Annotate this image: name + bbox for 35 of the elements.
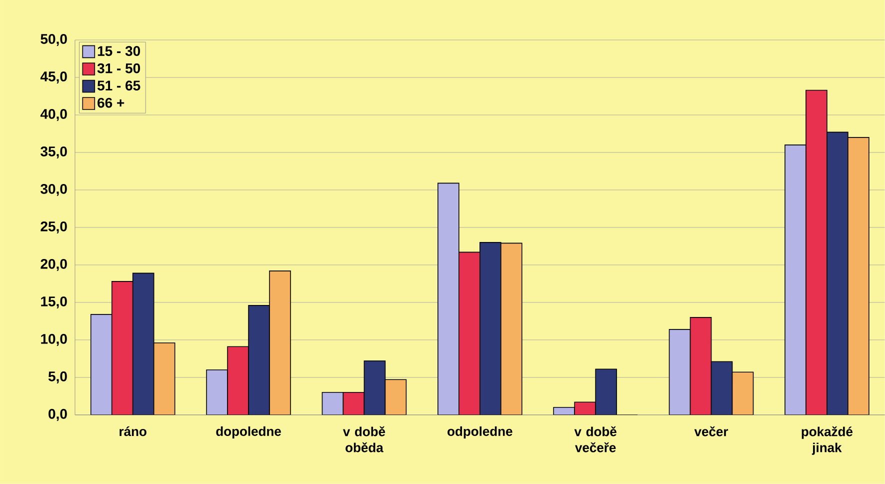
x-tick-label: ráno — [120, 426, 146, 436]
bar — [479, 242, 502, 415]
x-tick-label: dopoledne — [216, 426, 281, 439]
y-tick-label: 0,0 — [48, 408, 67, 421]
bar — [826, 132, 848, 415]
bar — [500, 242, 522, 415]
legend-label: 51 - 65 — [97, 80, 140, 91]
bar — [153, 342, 176, 415]
x-tick-label: v době večeře — [574, 426, 616, 452]
bar — [384, 379, 407, 415]
x-tick-label: v době oběda — [342, 426, 386, 452]
y-tick-label: 30,0 — [40, 184, 67, 196]
y-tick-label: 50,0 — [40, 34, 67, 46]
x-tick-label: odpoledne — [448, 426, 512, 439]
y-tick-label: 35,0 — [40, 146, 67, 158]
y-tick-label: 15,0 — [41, 296, 67, 308]
bar — [132, 272, 154, 415]
legend-label: 31 - 50 — [97, 63, 140, 74]
bar — [248, 305, 270, 415]
y-tick-label: 10,0 — [41, 334, 67, 346]
bar — [595, 368, 617, 415]
x-tick-label: večer — [694, 426, 728, 436]
y-tick-label: 20,0 — [40, 259, 67, 271]
y-tick-label: 25,0 — [40, 222, 67, 234]
y-tick-label: 45,0 — [40, 72, 67, 84]
bar — [269, 270, 291, 415]
legend-label: 15 - 30 — [98, 46, 140, 56]
bar — [848, 137, 870, 415]
x-tick-label: pokaždé jinak — [802, 426, 853, 455]
bar — [732, 372, 754, 415]
legend-label: 66 + — [98, 98, 124, 108]
y-tick-label: 40,0 — [40, 109, 67, 121]
bar — [710, 361, 733, 415]
y-tick-label: 5,0 — [48, 371, 67, 384]
bar — [364, 360, 386, 415]
